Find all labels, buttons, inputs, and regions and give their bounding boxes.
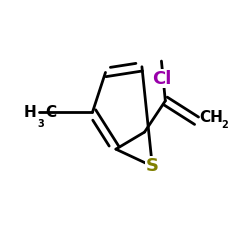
Text: C: C: [46, 105, 57, 120]
Text: S: S: [146, 157, 159, 175]
Text: 3: 3: [38, 119, 44, 129]
Text: CH: CH: [199, 110, 223, 126]
Text: Cl: Cl: [152, 70, 171, 87]
Text: H: H: [24, 105, 36, 120]
Text: 2: 2: [221, 120, 228, 130]
